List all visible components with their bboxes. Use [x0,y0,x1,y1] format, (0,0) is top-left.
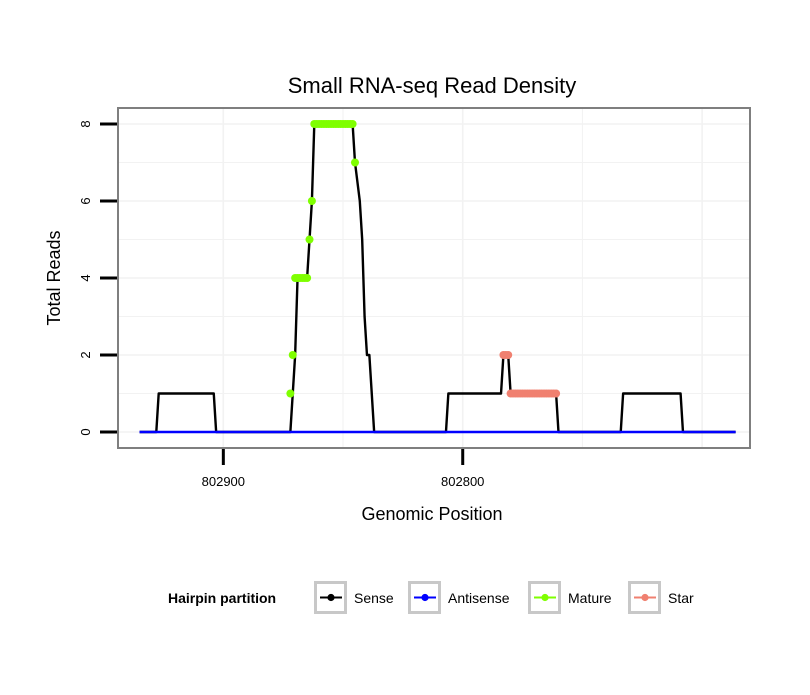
legend-label-star: Star [668,590,694,606]
data-point-star [552,389,561,398]
data-point-mature [348,120,357,128]
y-axis-title: Total Reads [44,230,64,325]
legend: Hairpin partition Sense Antisense Mature St… [168,581,694,614]
legend-key-dot [641,593,649,602]
y-tick-label: 6 [78,197,93,204]
data-point-mature [303,274,312,282]
y-tick-label: 2 [78,351,93,358]
legend-key-dot [421,593,429,602]
data-point-mature [351,158,359,167]
legend-label-mature: Mature [568,590,612,606]
legend-items: Sense Antisense Mature Star [314,581,694,614]
x-axis-title: Genomic Position [361,504,502,524]
series-points-mature [286,120,359,398]
data-point-mature [288,351,297,359]
data-point-mature [286,389,295,398]
legend-key-dot [541,593,549,602]
series-layer [139,120,736,434]
y-tick-label: 8 [78,120,93,127]
legend-label-sense: Sense [354,590,394,606]
y-tick-label: 4 [78,274,93,281]
data-point-mature [307,197,316,205]
chart-title: Small RNA-seq Read Density [288,73,577,98]
series-points-star [499,351,561,398]
data-point-mature [305,235,314,244]
legend-key-dot [327,593,335,602]
axes-layer: 0 2 4 6 8 802900 802800 [78,120,484,489]
series-line-sense [139,122,736,434]
legend-label-antisense: Antisense [448,590,510,606]
data-point-star [504,351,513,359]
y-tick-label: 0 [78,428,93,435]
legend-title: Hairpin partition [168,590,276,606]
x-tick-label: 802800 [441,474,484,489]
x-tick-label: 802900 [202,474,245,489]
